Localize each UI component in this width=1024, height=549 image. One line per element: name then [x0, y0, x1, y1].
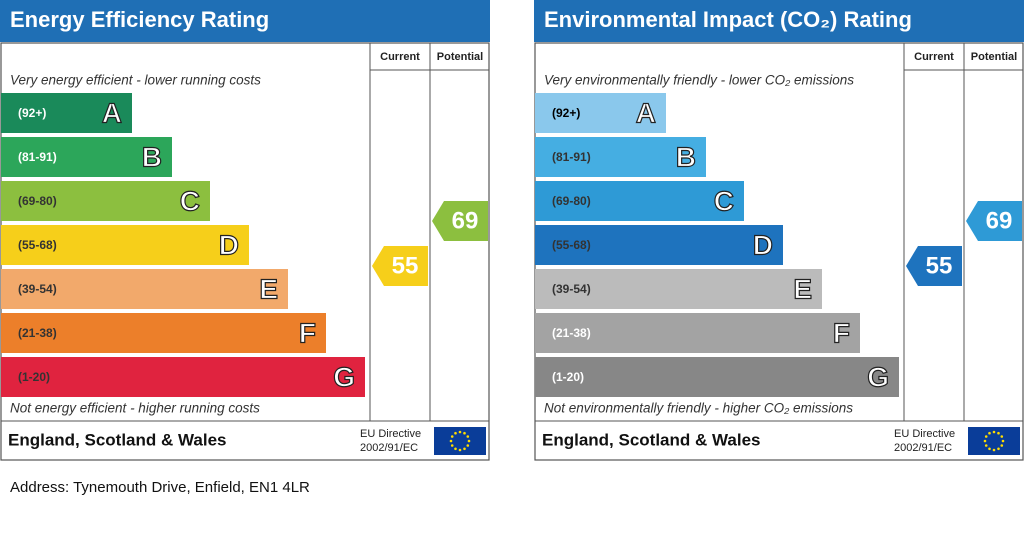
eu-star: [466, 444, 470, 447]
bottom-caption: Not environmentally friendly - higher CO…: [544, 401, 853, 416]
rating-band: [535, 137, 706, 177]
top-caption: Very environmentally friendly - lower CO…: [544, 73, 854, 88]
rating-band: [535, 357, 899, 397]
eu-star: [984, 435, 988, 438]
eu-star: [450, 435, 454, 438]
band-range: (1-20): [18, 370, 50, 384]
bottom-caption: Not energy efficient - higher running co…: [10, 401, 260, 416]
potential-header: Potential: [971, 51, 1017, 63]
eu-star: [1000, 444, 1004, 447]
band-range: (81-91): [18, 150, 57, 164]
rating-band: [535, 225, 783, 265]
potential-rating: 69: [452, 207, 479, 234]
directive-line: EU Directive: [894, 428, 955, 440]
eu-star: [1001, 439, 1005, 443]
band-range: (69-80): [552, 194, 591, 208]
rating-band: [1, 181, 210, 221]
band-letter: B: [676, 141, 696, 172]
eu-star: [466, 435, 470, 438]
band-range: (81-91): [552, 150, 591, 164]
rating-band: [535, 269, 822, 309]
title-bar: [0, 0, 490, 42]
band-range: (21-38): [552, 326, 591, 340]
band-letter: E: [793, 273, 812, 304]
top-caption: Very energy efficient - lower running co…: [10, 73, 261, 88]
rating-panel: Environmental Impact (CO₂) Rating Current…: [534, 0, 1024, 461]
rating-band: [535, 313, 860, 353]
current-arrow: [906, 246, 962, 286]
eu-star: [458, 448, 462, 452]
band-letter: C: [714, 185, 734, 216]
eu-star: [1000, 435, 1004, 438]
rating-band: [535, 93, 666, 133]
panel-title: Environmental Impact (CO₂) Rating: [544, 7, 912, 32]
potential-arrow: [432, 201, 488, 241]
directive-line: EU Directive: [360, 428, 421, 440]
eu-star: [988, 447, 991, 451]
band-range: (1-20): [552, 370, 584, 384]
band-range: (69-80): [18, 194, 57, 208]
band-range: (39-54): [18, 282, 57, 296]
eu-star: [449, 439, 453, 443]
current-rating: 55: [926, 252, 953, 279]
eu-star: [463, 447, 466, 451]
eu-star: [997, 431, 1000, 435]
potential-header: Potential: [437, 51, 483, 63]
eu-star: [454, 431, 457, 435]
band-letter: B: [142, 141, 162, 172]
band-range: (55-68): [18, 238, 57, 252]
rating-band: [1, 269, 288, 309]
rating-band: [1, 137, 172, 177]
rating-band: [1, 93, 132, 133]
rating-panel: Energy Efficiency Rating Current Potential…: [0, 0, 490, 461]
eu-star: [997, 447, 1000, 451]
eu-star: [463, 431, 466, 435]
potential-arrow: [966, 201, 1022, 241]
band-letter: D: [219, 229, 239, 260]
band-letter: F: [299, 317, 316, 348]
band-range: (92+): [18, 106, 46, 120]
band-letter: F: [833, 317, 850, 348]
eu-star: [458, 430, 462, 434]
band-letter: C: [180, 185, 200, 216]
band-letter: A: [636, 97, 656, 128]
directive-line: 2002/91/EC: [360, 442, 418, 454]
band-letter: D: [753, 229, 773, 260]
eu-star: [983, 439, 987, 443]
address: Address: Tynemouth Drive, Enfield, EN1 4…: [10, 479, 310, 496]
panel-title: Energy Efficiency Rating: [10, 7, 269, 32]
band-letter: G: [333, 361, 355, 392]
eu-star: [467, 439, 471, 443]
eu-star: [450, 444, 454, 447]
rating-band: [1, 357, 365, 397]
region: England, Scotland & Wales: [8, 430, 227, 449]
current-arrow: [372, 246, 428, 286]
eu-star: [992, 448, 996, 452]
band-range: (55-68): [552, 238, 591, 252]
rating-band: [1, 225, 249, 265]
eu-star: [984, 444, 988, 447]
band-range: (39-54): [552, 282, 591, 296]
rating-band: [1, 313, 326, 353]
current-rating: 55: [392, 252, 419, 279]
eu-star: [454, 447, 457, 451]
rating-band: [535, 181, 744, 221]
band-letter: E: [259, 273, 278, 304]
title-bar: [534, 0, 1024, 42]
current-header: Current: [914, 51, 954, 63]
band-letter: A: [102, 97, 122, 128]
region: England, Scotland & Wales: [542, 430, 761, 449]
current-header: Current: [380, 51, 420, 63]
potential-rating: 69: [986, 207, 1013, 234]
band-letter: G: [867, 361, 889, 392]
band-range: (92+): [552, 106, 580, 120]
eu-star: [992, 430, 996, 434]
eu-star: [988, 431, 991, 435]
band-range: (21-38): [18, 326, 57, 340]
directive-line: 2002/91/EC: [894, 442, 952, 454]
